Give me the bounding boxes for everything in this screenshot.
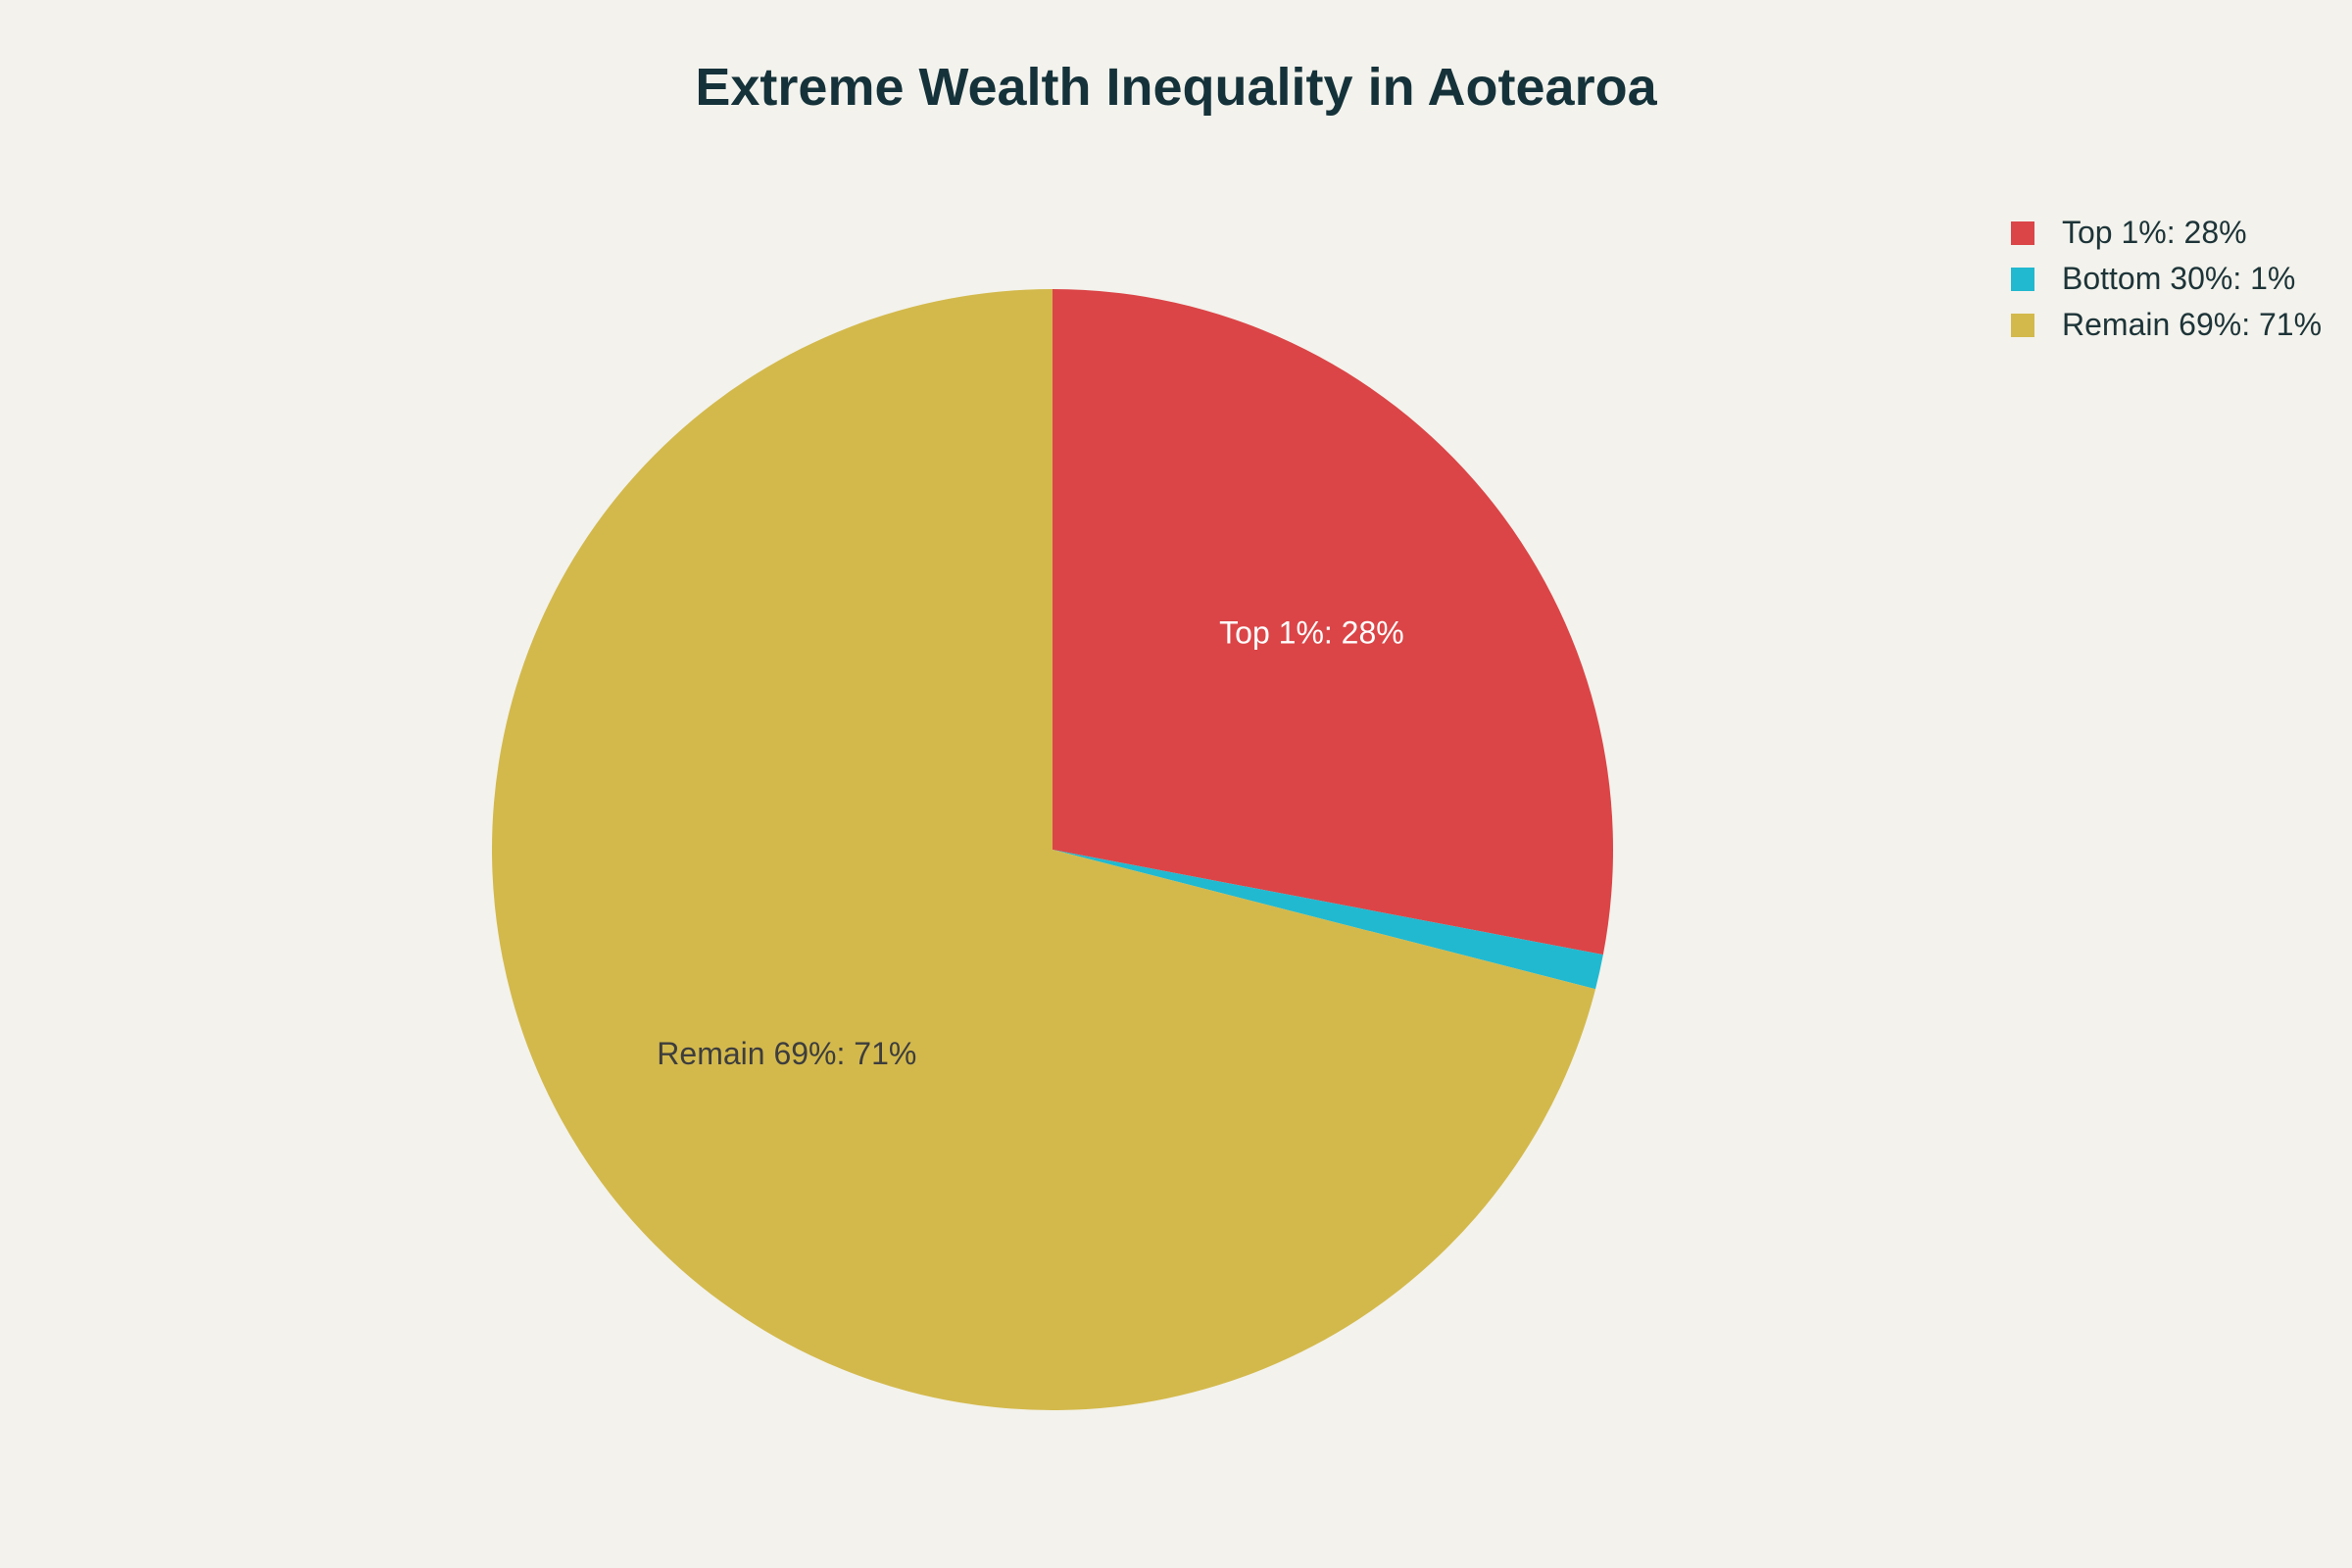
legend-item-bottom-30[interactable]: Bottom 30%: 1% [2011, 256, 2322, 302]
pie-slices [491, 289, 1613, 1410]
legend-label-bottom-30: Bottom 30%: 1% [2062, 261, 2296, 296]
legend-item-top-1[interactable]: Top 1%: 28% [2011, 210, 2322, 256]
pie-slice-bottom-30[interactable] [1053, 850, 1603, 990]
slice-label-top-1: Top 1%: 28% [1219, 615, 1404, 651]
pie-slice-labels: Top 1%: 28% Remain 69%: 71% [657, 615, 1403, 1071]
legend-label-top-1: Top 1%: 28% [2062, 215, 2247, 250]
legend-label-remain-69: Remain 69%: 71% [2062, 307, 2323, 342]
legend: Top 1%: 28% Bottom 30%: 1% Remain 69%: 7… [2011, 210, 2322, 348]
slice-label-remain-69: Remain 69%: 71% [657, 1036, 916, 1071]
legend-swatch-bottom-30 [2011, 267, 2034, 291]
chart-title: Extreme Wealth Inequality in Aotearoa [695, 58, 1657, 117]
legend-item-remain-69[interactable]: Remain 69%: 71% [2011, 302, 2322, 348]
legend-swatch-remain-69 [2011, 313, 2034, 337]
legend-swatch-top-1 [2011, 220, 2034, 245]
pie-slice-remain-69[interactable] [491, 289, 1596, 1410]
pie-slice-top-1[interactable] [1053, 289, 1613, 956]
